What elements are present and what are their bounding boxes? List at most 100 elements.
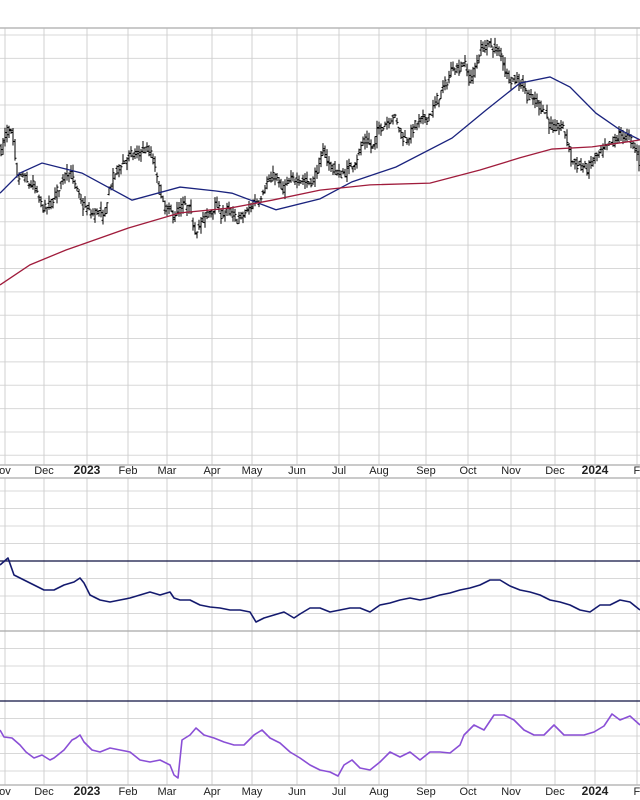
- price-bar: [433, 96, 437, 109]
- price-bar: [429, 113, 433, 116]
- price-bar: [413, 119, 417, 130]
- x-tick-label: 2023: [74, 784, 101, 798]
- price-bar: [141, 140, 145, 154]
- price-bar: [565, 129, 569, 147]
- price-bar: [131, 152, 135, 161]
- x-tick-label: Feb: [634, 786, 640, 798]
- x-tick-label: Nov: [501, 465, 521, 477]
- price-bar: [443, 76, 447, 91]
- price-bar: [509, 76, 513, 91]
- price-bar: [597, 150, 601, 158]
- price-bar: [337, 163, 341, 178]
- price-bar: [445, 81, 449, 90]
- price-bar: [555, 119, 559, 132]
- price-bar: [271, 165, 275, 182]
- price-bar: [71, 164, 75, 184]
- price-bar: [273, 172, 277, 186]
- price-bar: [99, 201, 103, 218]
- price-bar: [353, 162, 357, 171]
- x-tick-label: Jul: [332, 786, 346, 798]
- price-bar: [151, 153, 155, 165]
- indicator-2-line: [0, 713, 640, 779]
- x-tick-label: 2024: [582, 784, 609, 798]
- price-bar: [589, 156, 593, 169]
- price-bar: [293, 178, 297, 185]
- price-bar: [521, 74, 525, 92]
- price-bar: [37, 194, 41, 203]
- price-bar: [19, 173, 23, 177]
- price-bar: [1, 137, 5, 155]
- price-bar: [395, 117, 399, 125]
- price-bar: [55, 184, 59, 204]
- price-bar: [45, 206, 49, 215]
- price-bar: [47, 195, 51, 210]
- price-bar: [423, 114, 427, 124]
- x-tick-label: Dec: [545, 786, 565, 798]
- price-bar: [611, 136, 615, 147]
- price-bar: [635, 144, 639, 161]
- price-bar: [77, 189, 81, 199]
- price-bar: [267, 174, 271, 182]
- price-bar: [201, 211, 205, 223]
- price-bar: [135, 145, 139, 159]
- price-bar: [329, 161, 333, 173]
- price-bar: [233, 208, 237, 222]
- price-bar: [569, 146, 573, 167]
- price-bar: [285, 176, 289, 186]
- price-bar: [195, 231, 199, 239]
- price-bar: [241, 211, 245, 224]
- x-tick-label: Nov: [0, 465, 11, 477]
- price-bar: [499, 47, 503, 62]
- price-bar: [347, 158, 351, 175]
- price-bar: [9, 128, 13, 134]
- price-bar: [291, 172, 295, 182]
- price-bar: [123, 160, 127, 164]
- price-bar: [411, 123, 415, 138]
- x-tick-label: Dec: [34, 786, 54, 798]
- price-bar: [591, 156, 595, 167]
- price-bar: [165, 204, 169, 216]
- price-bar: [317, 157, 321, 174]
- price-bar: [149, 146, 153, 158]
- price-bar: [453, 67, 457, 75]
- price-bar: [379, 123, 383, 136]
- price-bar: [401, 132, 405, 147]
- x-tick-label: Jun: [288, 465, 306, 477]
- price-bar: [351, 165, 355, 173]
- price-bar: [421, 109, 425, 125]
- x-tick-label: Nov: [0, 786, 11, 798]
- price-bar: [217, 201, 221, 213]
- price-bar: [207, 211, 211, 218]
- price-bar: [153, 156, 157, 172]
- price-bar: [113, 173, 117, 180]
- price-bar: [575, 157, 579, 173]
- price-bar: [419, 116, 423, 124]
- price-bar: [525, 89, 529, 104]
- price-bar: [0, 143, 3, 157]
- price-bar: [235, 218, 239, 225]
- price-bar: [167, 202, 171, 215]
- price-bar: [115, 165, 119, 175]
- price-bar: [221, 204, 225, 219]
- price-bar: [633, 142, 637, 153]
- price-bar: [143, 146, 147, 154]
- x-tick-label: May: [242, 786, 263, 798]
- price-bar: [313, 167, 317, 188]
- price-bar: [535, 93, 539, 108]
- price-bar: [299, 180, 303, 184]
- price-bar: [101, 209, 105, 225]
- price-bar: [83, 196, 87, 209]
- price-bar: [479, 40, 483, 56]
- price-bar: [81, 198, 85, 217]
- x-tick-label: Mar: [158, 465, 177, 477]
- price-bar: [243, 209, 247, 218]
- price-bar: [365, 130, 369, 148]
- x-tick-label: Oct: [459, 786, 476, 798]
- price-bar: [355, 154, 359, 169]
- price-bar: [495, 43, 499, 57]
- price-bar: [561, 121, 565, 129]
- price-bar: [125, 157, 129, 171]
- x-tick-label: Feb: [119, 465, 138, 477]
- price-bar: [283, 179, 287, 200]
- price-bar: [581, 163, 585, 173]
